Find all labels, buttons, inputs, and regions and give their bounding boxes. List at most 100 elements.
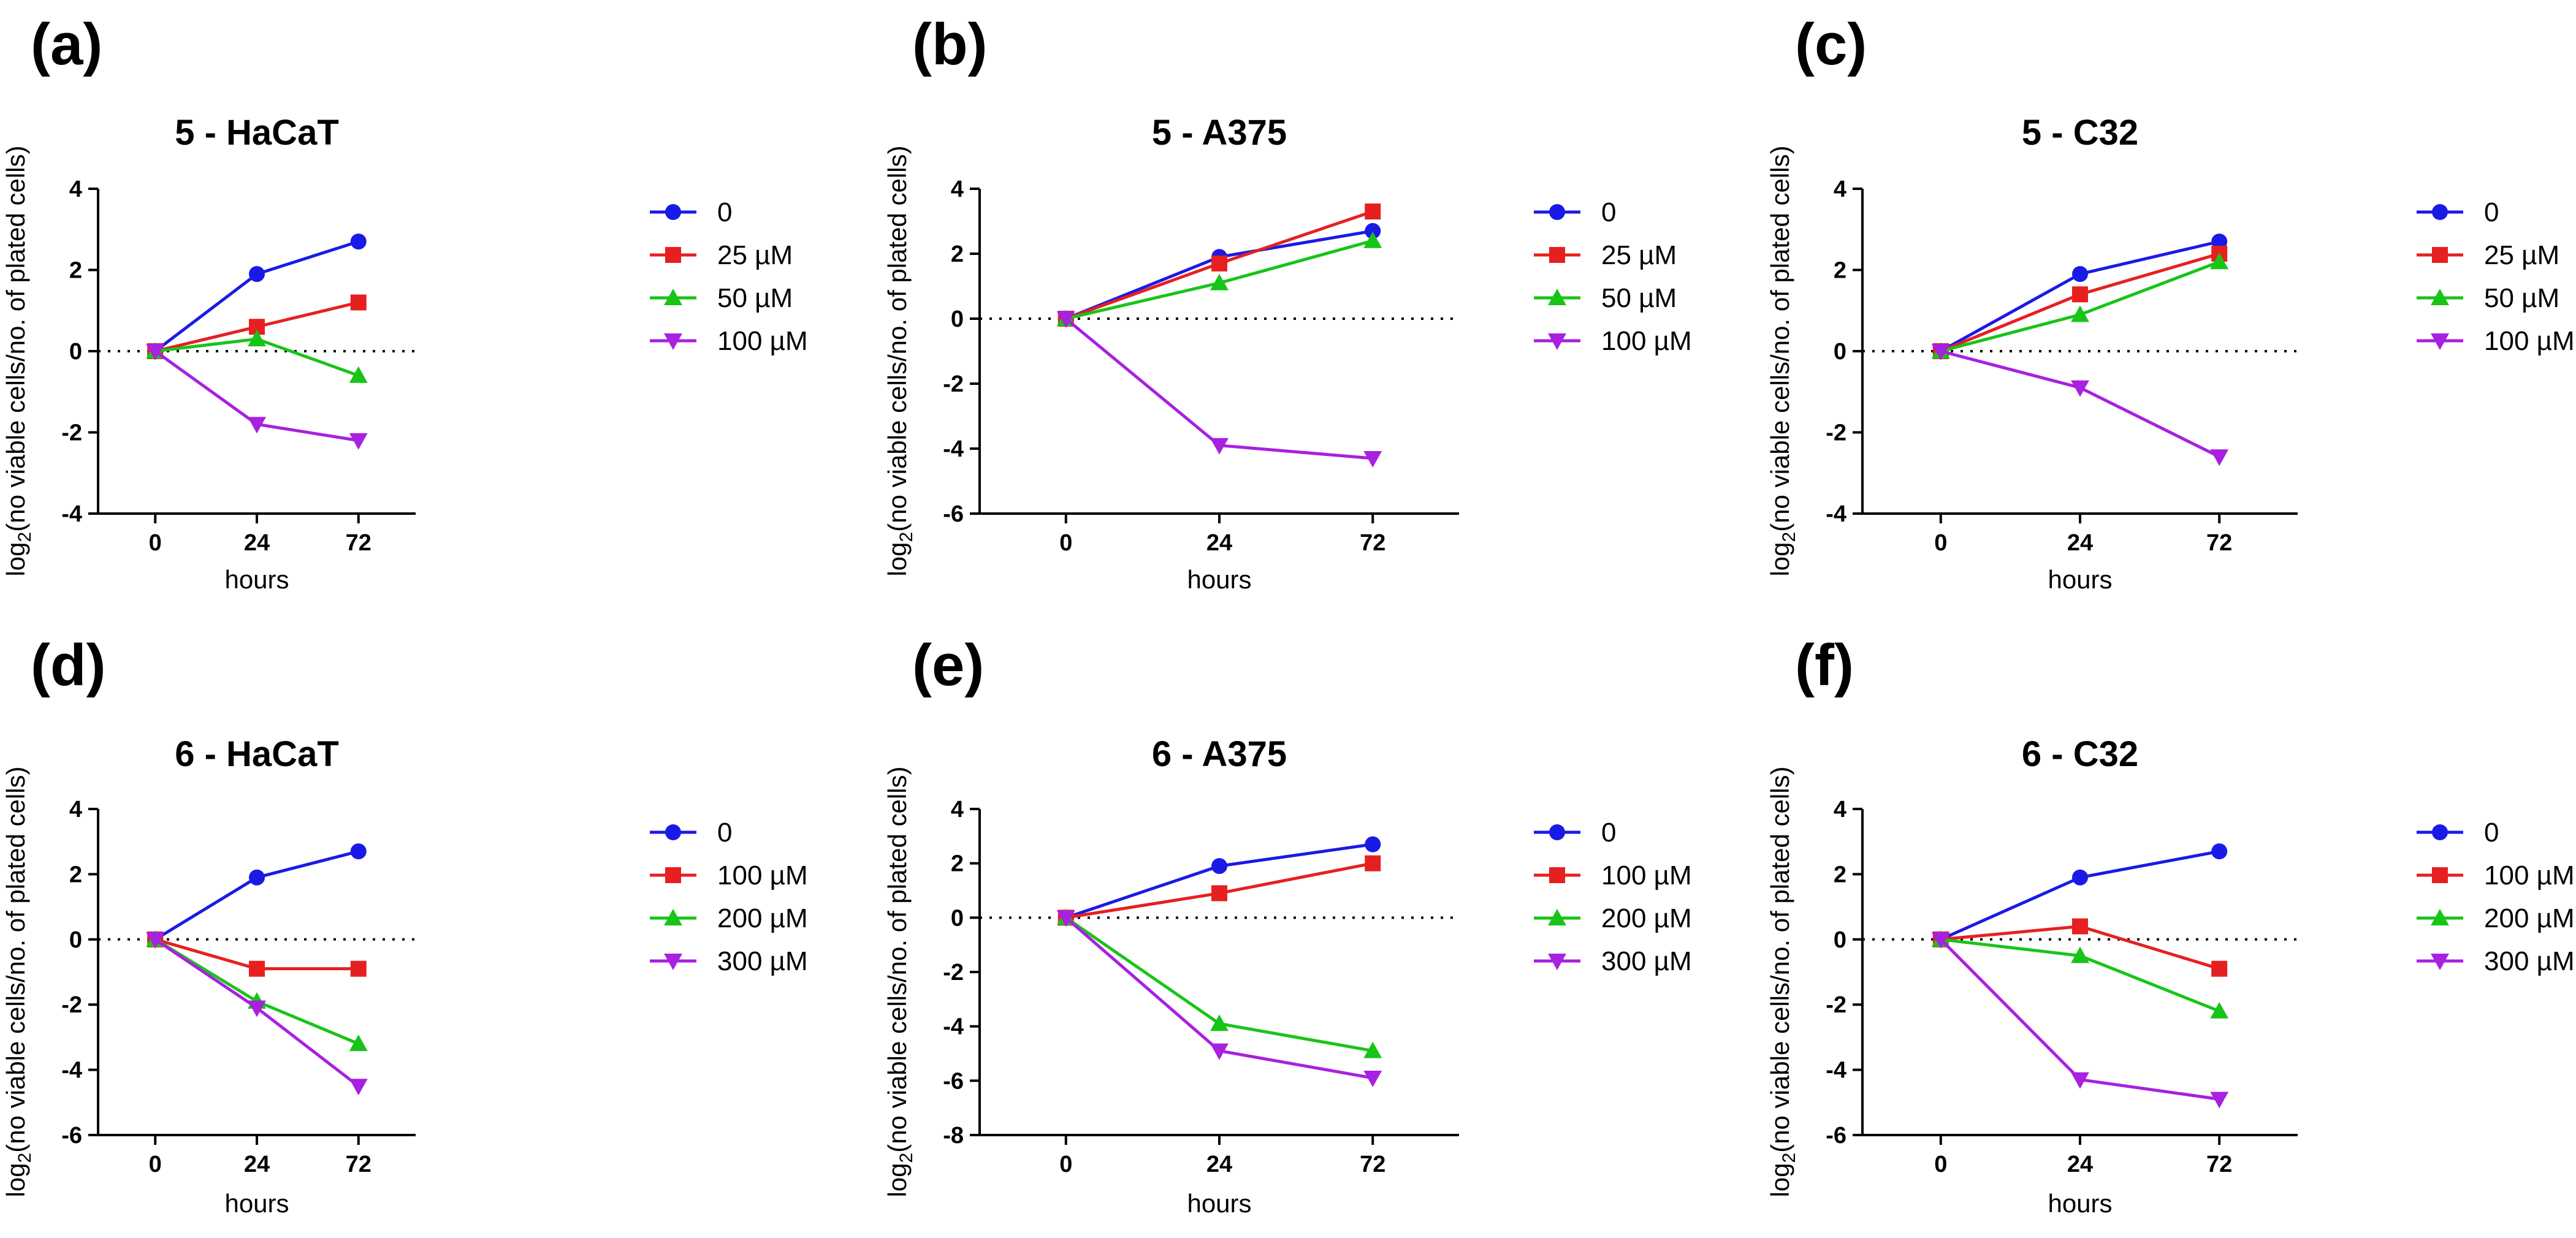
- data-point-s2-p1: [1210, 273, 1229, 291]
- legend-marker: [1548, 333, 1566, 350]
- y-tick-label: 2: [1834, 862, 1846, 887]
- y-tick-label: 0: [69, 339, 82, 365]
- legend-label: 200 µM: [717, 903, 808, 933]
- data-point-s1-p1: [1211, 885, 1227, 902]
- panel-3: (d) 6 - HaCaT 4 2 0 -2 -4 -6 0 24 72 hours log2(no v…: [1, 632, 808, 1218]
- data-point-s3-p1: [2071, 380, 2089, 397]
- data-point-s1-p1: [249, 960, 265, 977]
- data-point-s3-p1: [248, 417, 266, 434]
- data-point-s3-p0: [1056, 311, 1075, 328]
- legend-marker: [2431, 289, 2449, 305]
- x-axis-title: hours: [1187, 565, 1251, 594]
- y-tick-label: 4: [69, 177, 82, 202]
- x-tick-label: 24: [1206, 530, 1232, 556]
- y-tick-label: -4: [943, 1014, 964, 1040]
- y-tick-label: 2: [69, 862, 82, 887]
- data-point-s0-p2: [2211, 234, 2228, 250]
- legend-label: 50 µM: [717, 283, 793, 313]
- data-point-s1-p1: [2072, 286, 2088, 303]
- data-point-s0-p1: [2072, 869, 2088, 886]
- legend-label: 0: [2484, 197, 2499, 227]
- x-tick-label: 0: [1059, 530, 1072, 556]
- x-tick-label: 0: [1934, 530, 1947, 556]
- y-axis-title: log2(no viable cells/no. of plated cells…: [1766, 766, 1799, 1197]
- x-tick-label: 72: [2206, 1152, 2232, 1177]
- panel-label: (d): [31, 632, 106, 698]
- legend-marker: [1549, 867, 1565, 883]
- data-point-s2-p1: [1210, 1014, 1229, 1031]
- legend-label: 0: [717, 197, 732, 227]
- y-tick-label: -8: [943, 1123, 964, 1149]
- y-axis-title: log2(no viable cells/no. of plated cells…: [1, 145, 35, 576]
- data-point-s3-p2: [2210, 1092, 2229, 1109]
- legend-marker: [665, 824, 681, 840]
- data-point-s2-p2: [349, 1035, 368, 1051]
- data-point-s3-p1: [1210, 438, 1229, 455]
- data-point-s3-p0: [146, 932, 165, 949]
- data-point-s3-p2: [349, 433, 368, 450]
- x-tick-label: 0: [1934, 1152, 1947, 1177]
- legend-label: 0: [1601, 197, 1616, 227]
- y-tick-label: -2: [61, 420, 82, 446]
- data-point-s3-p0: [1931, 932, 1950, 949]
- legend-marker: [664, 954, 682, 970]
- panel-1: (b) 5 - A375 4 2 0 -2 -4 -6 0 24 72 hours log2(no vi…: [883, 12, 1692, 594]
- y-tick-label: 0: [951, 905, 964, 931]
- data-point-s3-p2: [1363, 450, 1382, 468]
- y-axis-title: log2(no viable cells/no. of plated cells…: [883, 145, 916, 576]
- data-point-s1-p2: [2211, 960, 2228, 977]
- legend-label: 0: [1601, 818, 1616, 848]
- legend-marker: [2431, 954, 2449, 970]
- legend-marker: [2431, 909, 2449, 925]
- legend-marker: [2432, 247, 2448, 263]
- legend-label: 25 µM: [717, 240, 793, 270]
- y-tick-label: 4: [1834, 797, 1846, 822]
- data-point-s0-p2: [1365, 222, 1381, 239]
- legend-label: 300 µM: [1601, 946, 1692, 976]
- y-tick-label: -6: [61, 1123, 82, 1149]
- data-point-s0-p2: [350, 234, 367, 250]
- series-line-3: [1065, 317, 1373, 460]
- legend-marker: [1548, 909, 1566, 925]
- legend-marker: [664, 289, 682, 305]
- panel-4: (e) 6 - A375 4 2 0 -2 -4 -6 -8 0 24 72 hours log2(no …: [883, 632, 1692, 1218]
- chart-title: 5 - HaCaT: [175, 113, 339, 153]
- legend-label: 50 µM: [1601, 283, 1677, 313]
- x-tick-label: 72: [1360, 1152, 1385, 1177]
- legend-label: 100 µM: [2484, 860, 2575, 891]
- series-line-3: [1940, 349, 2220, 458]
- y-tick-label: -2: [1826, 420, 1846, 446]
- data-point-s3-p1: [248, 1000, 266, 1017]
- panel-0: (a) 5 - HaCaT 4 2 0 -2 -4 0 24 72 hours log2(no via…: [1, 12, 808, 594]
- legend-marker: [664, 333, 682, 350]
- legend-label: 300 µM: [717, 946, 808, 976]
- data-point-s2-p2: [2210, 1001, 2229, 1019]
- x-tick-label: 24: [2067, 530, 2093, 556]
- data-point-s0-p2: [350, 843, 367, 860]
- legend-marker: [1549, 824, 1565, 840]
- y-tick-label: 2: [951, 851, 964, 877]
- legend-label: 100 µM: [717, 326, 808, 356]
- data-point-s2-p2: [1363, 231, 1382, 248]
- legend-marker: [665, 204, 681, 220]
- x-tick-label: 0: [1059, 1152, 1072, 1177]
- data-point-s1-p1: [2072, 918, 2088, 935]
- data-point-s2-p2: [2210, 253, 2229, 270]
- data-point-s3-p0: [1056, 910, 1075, 927]
- data-point-s3-p2: [1363, 1070, 1382, 1087]
- data-point-s3-p2: [2210, 449, 2229, 466]
- legend-marker: [2432, 867, 2448, 883]
- data-point-s1-p2: [350, 960, 367, 977]
- y-tick-label: 2: [1834, 258, 1846, 284]
- panel-label: (f): [1795, 632, 1854, 698]
- x-axis-title: hours: [2048, 1189, 2112, 1218]
- y-tick-label: -6: [943, 1068, 964, 1094]
- legend-marker: [2432, 824, 2448, 840]
- legend-marker: [1548, 954, 1566, 970]
- legend-marker: [665, 247, 681, 263]
- panel-label: (e): [912, 632, 984, 698]
- legend-label: 0: [717, 818, 732, 848]
- legend-marker: [2432, 204, 2448, 220]
- data-point-s3-p1: [2071, 1072, 2089, 1089]
